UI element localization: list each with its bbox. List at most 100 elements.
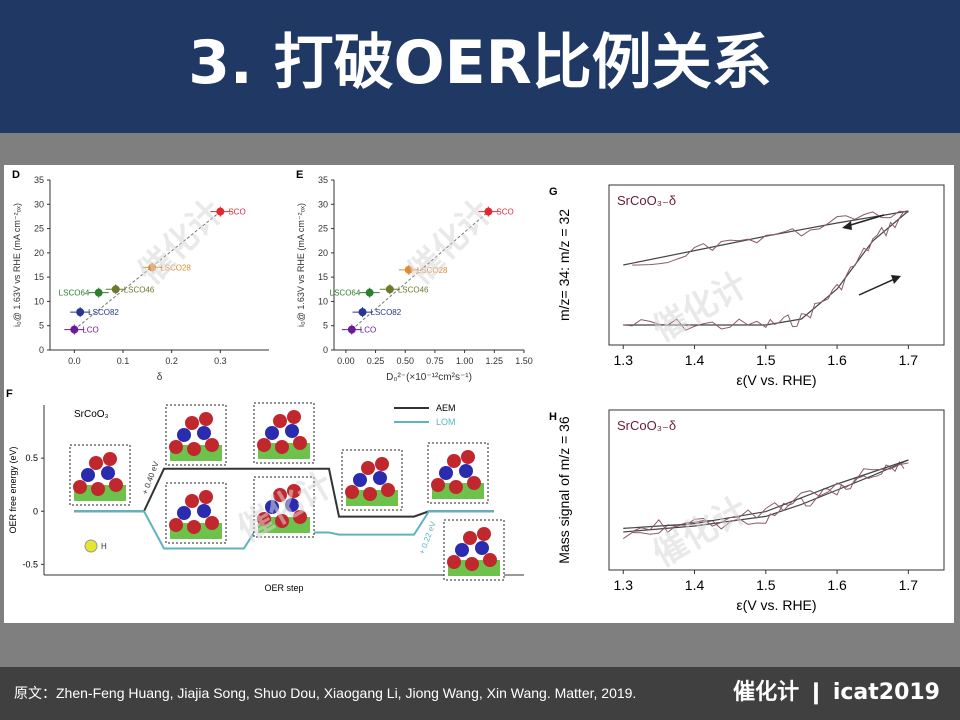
- atom-sphere: [375, 457, 389, 471]
- atom-sphere: [187, 520, 201, 534]
- atom-sphere: [287, 410, 301, 424]
- y-tick-label: 30: [34, 199, 44, 209]
- atom-sphere: [285, 498, 299, 512]
- atom-sphere: [177, 428, 191, 442]
- data-point: [216, 207, 225, 216]
- atom-sphere: [285, 424, 299, 438]
- x-tick-label: 1.4: [685, 352, 705, 368]
- atom-sphere: [257, 512, 271, 526]
- x-tick-label: 0.75: [426, 356, 444, 366]
- energy-annotation: + 0.40 eV: [140, 460, 160, 496]
- y-tick-label: -0.5: [22, 559, 38, 569]
- atom-sphere: [205, 438, 219, 452]
- y-tick-label: 0: [33, 506, 38, 516]
- point-label: LSCO82: [88, 308, 119, 317]
- point-label: SCO: [496, 208, 513, 217]
- source-citation: 原文：Zhen-Feng Huang, Jiajia Song, Shuo Do…: [14, 685, 637, 701]
- atom-sphere: [461, 450, 475, 464]
- y-tick-label: 25: [34, 224, 44, 234]
- y-tick-label: 30: [318, 199, 328, 209]
- atom-sphere: [169, 440, 183, 454]
- y-tick-label: 5: [39, 321, 44, 331]
- atom-sphere: [381, 483, 395, 497]
- x-tick-label: 1.3: [614, 577, 634, 593]
- panel-letter: H: [549, 411, 557, 423]
- y-axis-title: i₀@ 1.63V vs RHE (mA cm⁻²ₒₓ): [12, 203, 22, 327]
- atom-sphere: [257, 438, 271, 452]
- x-tick-label: 1.7: [899, 352, 919, 368]
- y-tick-label: 20: [318, 248, 328, 258]
- legend-label: LOM: [436, 417, 456, 427]
- watermark: 催化计: [131, 193, 230, 292]
- atom-sphere: [73, 480, 87, 494]
- x-axis-title: D₀²⁻(×10⁻¹²cm²s⁻¹): [386, 372, 472, 383]
- atom-sphere: [197, 426, 211, 440]
- arrow-head-icon: [842, 221, 852, 230]
- plot-frame: [608, 409, 945, 571]
- energy-path-line: [74, 467, 494, 518]
- point-label: LCO: [82, 326, 98, 335]
- y-tick-label: 15: [318, 272, 328, 282]
- atom-sphere: [477, 527, 491, 541]
- legend-label: AEM: [436, 403, 456, 413]
- data-point: [76, 308, 85, 317]
- data-point: [484, 207, 493, 216]
- panel-letter: D: [12, 169, 20, 181]
- smooth-trace-line: [623, 210, 909, 326]
- atom-sphere: [345, 485, 359, 499]
- plot-frame: [608, 184, 945, 346]
- footer-bar: 原文：Zhen-Feng Huang, Jiajia Song, Shuo Do…: [0, 667, 960, 720]
- panel-f: F -0.5 0 0.5 OER free energy (eV) OER step SrC…: [6, 388, 524, 593]
- atom-sphere: [475, 541, 489, 555]
- data-point: [404, 265, 413, 274]
- atom-sphere: [199, 490, 213, 504]
- point-label: LSCO28: [417, 266, 448, 275]
- data-point: [94, 288, 103, 297]
- atom-sphere: [373, 471, 387, 485]
- atom-sphere: [109, 478, 123, 492]
- panel-letter: G: [549, 186, 558, 198]
- trend-line: [74, 211, 221, 330]
- atom-sphere: [467, 476, 481, 490]
- y-tick-label: 0: [39, 345, 44, 355]
- atom-sphere: [185, 494, 199, 508]
- atom-sphere: [293, 436, 307, 450]
- x-tick-label: 1.50: [515, 356, 533, 366]
- atom-sphere: [265, 500, 279, 514]
- watermark: 催化计: [401, 193, 500, 292]
- atom-sphere: [447, 555, 461, 569]
- atom-sphere: [455, 543, 469, 557]
- atom-sphere: [363, 487, 377, 501]
- y-tick-label: 0: [323, 345, 328, 355]
- x-tick-label: 0.00: [337, 356, 355, 366]
- x-tick-label: 0.50: [396, 356, 414, 366]
- atom-sphere: [293, 510, 307, 524]
- atom-sphere: [273, 414, 287, 428]
- data-point: [385, 285, 394, 294]
- atom-sphere: [197, 504, 211, 518]
- atom-sphere: [439, 466, 453, 480]
- y-tick-label: 5: [323, 321, 328, 331]
- arrow-head-icon: [891, 275, 901, 284]
- atom-sphere: [101, 466, 115, 480]
- atom-sphere: [463, 531, 477, 545]
- y-tick-label: 20: [34, 248, 44, 258]
- smooth-trace-line: [623, 210, 909, 266]
- x-tick-label: 1.00: [456, 356, 474, 366]
- panel-h: H 1.3 1.4 1.5 1.6 1.7 ε(V vs. RHE) Mass signal …: [549, 409, 945, 613]
- point-label: LCO: [360, 326, 376, 335]
- atom-sphere: [177, 506, 191, 520]
- raw-trace-line: [631, 462, 909, 534]
- atom-sphere: [287, 484, 301, 498]
- title-bar: 3. 打破OER比例关系: [0, 0, 960, 133]
- raw-trace-line: [622, 460, 905, 539]
- x-tick-label: 0.1: [117, 356, 130, 366]
- y-axis-title: i₀@ 1.63V vs RHE (mA cm⁻²ₒₓ): [296, 203, 306, 327]
- data-point: [70, 325, 79, 334]
- x-tick-label: 1.3: [614, 352, 634, 368]
- smooth-trace-line: [623, 459, 909, 529]
- atom-sphere: [361, 461, 375, 475]
- point-label: LSCO28: [160, 263, 191, 272]
- atom-sphere: [353, 473, 367, 487]
- y-tick-label: 10: [34, 296, 44, 306]
